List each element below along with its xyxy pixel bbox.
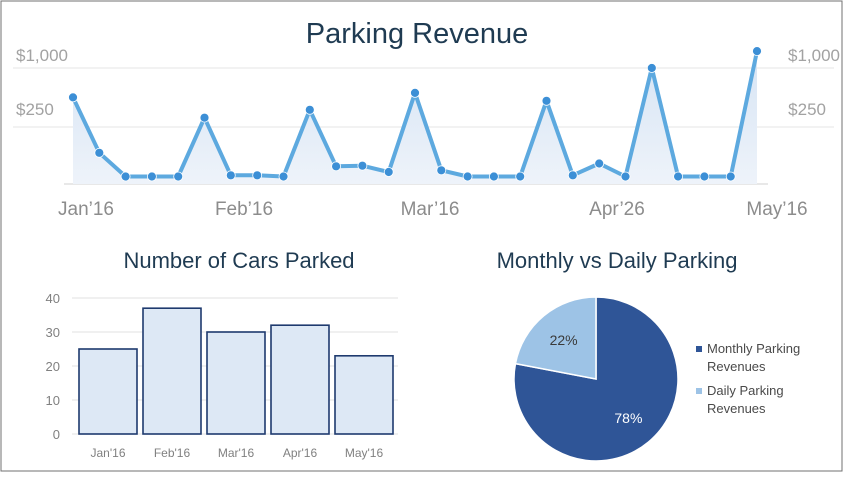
revenue-point bbox=[68, 92, 78, 103]
revenue-chart-title: Parking Revenue bbox=[306, 18, 528, 50]
pie-labels: 78% 22% bbox=[550, 332, 643, 426]
revenue-point bbox=[410, 88, 420, 98]
cars-y-tick: 40 bbox=[46, 291, 60, 306]
revenue-x-label-apr: Apr’26 bbox=[589, 199, 645, 220]
pie-slice bbox=[514, 296, 597, 380]
revenue-y-label-left-mid: $250 bbox=[16, 100, 54, 119]
pie-slice-label: 22% bbox=[550, 332, 578, 348]
revenue-point bbox=[357, 160, 368, 171]
cars-bars bbox=[78, 307, 394, 435]
revenue-point bbox=[225, 170, 236, 181]
revenue-markers bbox=[68, 46, 762, 182]
revenue-x-label-feb: Feb’16 bbox=[215, 199, 273, 220]
revenue-point bbox=[567, 170, 578, 181]
revenue-point bbox=[304, 104, 315, 115]
revenue-point bbox=[594, 158, 605, 169]
revenue-point bbox=[94, 147, 105, 158]
revenue-point bbox=[673, 171, 683, 182]
cars-x-tick: May'16 bbox=[345, 446, 384, 460]
revenue-point bbox=[199, 112, 210, 123]
cars-y-tick: 20 bbox=[46, 359, 60, 374]
cars-chart-title: Number of Cars Parked bbox=[123, 248, 354, 273]
revenue-point bbox=[699, 171, 710, 182]
revenue-y-label-right-mid: $250 bbox=[788, 100, 826, 119]
pie-legend-swatch bbox=[696, 388, 702, 394]
pie-slices bbox=[513, 296, 679, 462]
pie-legend: Monthly Parking Revenues Daily Parking Reve… bbox=[696, 341, 800, 416]
pie-legend-swatch bbox=[696, 346, 702, 352]
revenue-point bbox=[541, 95, 552, 106]
revenue-point bbox=[173, 171, 184, 182]
pie-legend-label: Daily Parking Revenues bbox=[707, 383, 784, 416]
revenue-point bbox=[620, 171, 631, 182]
revenue-point bbox=[515, 171, 526, 182]
revenue-x-label-may: May’16 bbox=[746, 199, 807, 220]
cars-bar bbox=[78, 348, 138, 435]
revenue-chart: Parking Revenue $1,000 $250 $1,000 $250 … bbox=[13, 18, 840, 220]
revenue-area-fill bbox=[73, 51, 757, 184]
cars-bar bbox=[334, 354, 394, 435]
revenue-x-label-jan: Jan’16 bbox=[58, 199, 114, 220]
cars-y-tick: 10 bbox=[46, 393, 60, 408]
pie-slice-label: 78% bbox=[614, 410, 642, 426]
cars-x-ticks: Jan'16 Feb'16 Mar'16 Apr'16 May'16 bbox=[91, 446, 384, 460]
revenue-point bbox=[278, 171, 289, 182]
revenue-point bbox=[436, 165, 447, 176]
pie-legend-label: Monthly Parking Revenues bbox=[707, 341, 800, 374]
pie-slice bbox=[513, 296, 679, 462]
revenue-point bbox=[488, 171, 499, 182]
cars-x-tick: Feb'16 bbox=[154, 446, 191, 460]
cars-x-tick: Apr'16 bbox=[283, 446, 318, 460]
revenue-point bbox=[752, 46, 762, 56]
revenue-point bbox=[120, 171, 131, 182]
revenue-point bbox=[646, 63, 657, 73]
cars-chart: Number of Cars Parked 0 10 20 30 40 Jan'16 Fe… bbox=[46, 248, 398, 460]
revenue-x-label-mar: Mar’16 bbox=[401, 199, 460, 220]
cars-y-ticks: 0 10 20 30 40 bbox=[46, 291, 60, 442]
revenue-point bbox=[383, 167, 394, 177]
cars-bar bbox=[206, 331, 266, 435]
revenue-point bbox=[146, 171, 157, 182]
revenue-y-label-left-top: $1,000 bbox=[16, 46, 68, 65]
pie-chart: Monthly vs Daily Parking 78% 22% Monthly … bbox=[497, 248, 800, 462]
cars-y-tick: 0 bbox=[53, 427, 60, 442]
pie-chart-title: Monthly vs Daily Parking bbox=[497, 248, 738, 273]
revenue-y-label-right-top: $1,000 bbox=[788, 46, 840, 65]
revenue-point bbox=[331, 161, 342, 172]
revenue-point bbox=[462, 171, 473, 182]
cars-y-tick: 30 bbox=[46, 325, 60, 340]
cars-x-tick: Mar'16 bbox=[218, 446, 255, 460]
revenue-point bbox=[252, 170, 263, 181]
cars-x-tick: Jan'16 bbox=[91, 446, 126, 460]
revenue-point bbox=[725, 171, 736, 182]
cars-bar bbox=[270, 324, 330, 435]
cars-bar bbox=[142, 307, 202, 435]
